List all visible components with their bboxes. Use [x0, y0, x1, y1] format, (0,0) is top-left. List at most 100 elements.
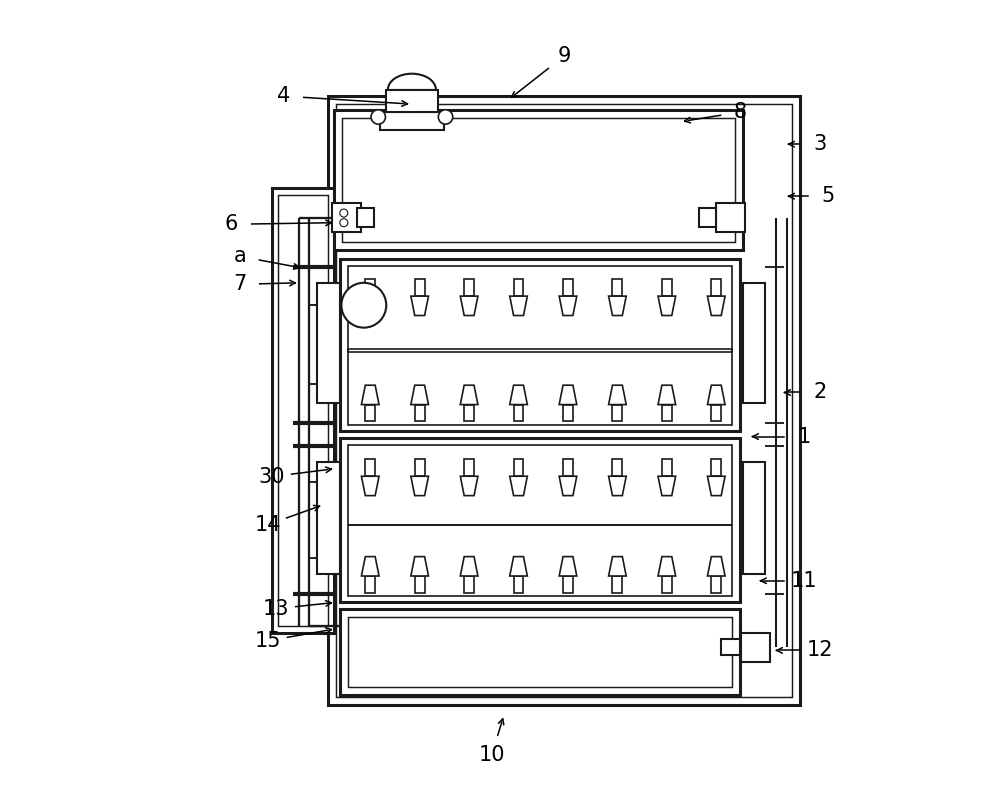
Bar [340, 609, 740, 695]
Bar [662, 460, 672, 477]
Text: 15: 15 [254, 631, 281, 650]
Polygon shape [707, 477, 725, 496]
Bar [716, 203, 745, 232]
Polygon shape [609, 477, 626, 496]
Bar [278, 195, 328, 626]
Polygon shape [609, 385, 626, 405]
Polygon shape [460, 385, 478, 405]
Bar [711, 280, 721, 296]
Polygon shape [361, 385, 379, 405]
Bar [464, 576, 474, 593]
Bar [334, 110, 743, 250]
Bar [662, 280, 672, 296]
Circle shape [340, 219, 348, 227]
Bar [365, 280, 375, 296]
Text: 3: 3 [814, 135, 827, 154]
Polygon shape [460, 557, 478, 576]
Polygon shape [559, 385, 577, 405]
Text: 13: 13 [262, 599, 289, 618]
Text: 14: 14 [254, 515, 281, 534]
Bar [317, 462, 340, 574]
Bar [514, 460, 523, 477]
Circle shape [438, 110, 453, 124]
Bar [348, 525, 732, 596]
Text: 6: 6 [225, 215, 238, 234]
Text: 4: 4 [277, 87, 290, 106]
Bar [711, 576, 721, 593]
Bar [612, 280, 622, 296]
Bar [336, 104, 792, 697]
Polygon shape [707, 385, 725, 405]
Polygon shape [510, 477, 527, 496]
Bar [342, 118, 735, 242]
Text: 30: 30 [258, 467, 285, 486]
Polygon shape [559, 296, 577, 316]
Bar [464, 280, 474, 296]
Circle shape [341, 283, 386, 328]
Text: 7: 7 [233, 275, 246, 294]
Bar [415, 405, 425, 421]
Bar [386, 90, 438, 112]
Text: 8: 8 [734, 103, 747, 122]
Polygon shape [361, 477, 379, 496]
Bar [711, 405, 721, 421]
Bar [365, 405, 375, 421]
Bar [415, 460, 425, 477]
Bar [662, 405, 672, 421]
Polygon shape [658, 557, 676, 576]
Polygon shape [658, 477, 676, 496]
Bar [721, 639, 740, 655]
Polygon shape [707, 557, 725, 576]
Text: 12: 12 [807, 641, 834, 660]
Bar [348, 348, 732, 425]
Text: 9: 9 [557, 46, 571, 66]
Polygon shape [707, 296, 725, 316]
Bar [317, 283, 340, 403]
Text: 1: 1 [798, 427, 811, 446]
Polygon shape [510, 385, 527, 405]
Polygon shape [510, 557, 527, 576]
Bar [365, 576, 375, 593]
Text: 10: 10 [479, 745, 505, 764]
Bar [711, 460, 721, 477]
Text: 5: 5 [822, 187, 835, 206]
Bar [743, 462, 765, 574]
Bar [348, 445, 732, 525]
Polygon shape [609, 557, 626, 576]
Bar [514, 576, 523, 593]
Bar [741, 633, 770, 662]
Bar [612, 576, 622, 593]
Bar [743, 283, 765, 403]
Bar [415, 280, 425, 296]
Text: a: a [233, 247, 246, 266]
Text: 2: 2 [814, 383, 827, 402]
Bar [340, 438, 740, 602]
Bar [415, 576, 425, 593]
Bar [380, 112, 444, 130]
Polygon shape [361, 557, 379, 576]
Bar [328, 96, 800, 705]
Polygon shape [411, 557, 428, 576]
Bar [464, 460, 474, 477]
Polygon shape [658, 296, 676, 316]
Polygon shape [411, 477, 428, 496]
Bar [563, 576, 573, 593]
Bar [563, 460, 573, 477]
Circle shape [371, 110, 385, 124]
Polygon shape [559, 477, 577, 496]
Bar [272, 188, 334, 633]
Polygon shape [510, 296, 527, 316]
Bar [563, 405, 573, 421]
Bar [699, 208, 716, 227]
Polygon shape [411, 296, 428, 316]
Bar [464, 405, 474, 421]
Polygon shape [361, 296, 379, 316]
Bar [563, 280, 573, 296]
Bar [365, 460, 375, 477]
Bar [348, 617, 732, 687]
Bar [340, 259, 740, 431]
Bar [514, 280, 523, 296]
Bar [332, 203, 361, 232]
Bar [348, 266, 732, 352]
Polygon shape [460, 296, 478, 316]
